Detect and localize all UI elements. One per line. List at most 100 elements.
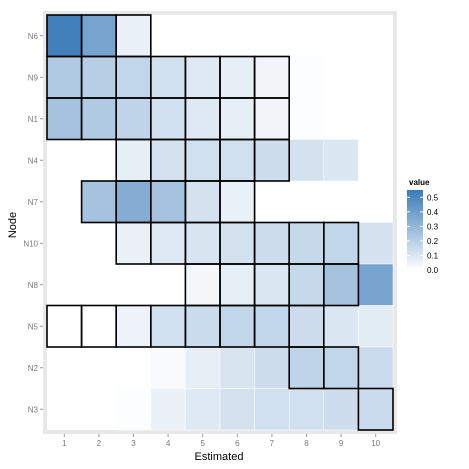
heatmap-cell xyxy=(323,346,359,389)
heatmap-cell xyxy=(115,305,152,348)
heatmap-cell xyxy=(288,388,325,431)
heatmap-cell xyxy=(185,97,221,140)
heatmap-cell xyxy=(358,263,394,306)
y-tick-label: N2 xyxy=(28,364,39,373)
heatmap-cell xyxy=(254,346,290,389)
legend-title: value xyxy=(409,178,430,187)
heatmap-cell xyxy=(150,222,186,265)
x-axis-title: Estimated xyxy=(195,451,244,463)
legend-tick-label: 0.5 xyxy=(427,193,439,202)
legend: value 0.5 0.4 0.3 0.2 0.1 0.0 xyxy=(407,178,439,275)
legend-tick-label: 0.2 xyxy=(427,237,439,246)
y-tick-label: N9 xyxy=(28,73,39,82)
heatmap-cell xyxy=(219,180,255,223)
heatmap-cell xyxy=(219,97,255,140)
y-axis-title: Node xyxy=(7,212,19,238)
y-tick-label: N10 xyxy=(23,239,38,248)
heatmap-cell xyxy=(358,388,394,431)
legend-tick-label: 0.3 xyxy=(427,222,439,231)
heatmap-cell xyxy=(46,97,82,140)
heatmap-cell xyxy=(323,139,359,182)
heatmap-cell xyxy=(150,180,186,223)
heatmap-cell xyxy=(185,180,221,223)
heatmap-cell xyxy=(288,139,325,182)
y-tick-label: N6 xyxy=(28,32,39,41)
heatmap-cell xyxy=(219,139,255,182)
heatmap-cell xyxy=(323,263,359,306)
heatmap-cell xyxy=(150,97,186,140)
heatmap-cell xyxy=(219,56,255,99)
x-tick-label: 7 xyxy=(270,439,275,448)
range-outline-cell xyxy=(253,138,291,182)
heatmap-cell xyxy=(219,263,255,306)
heatmap-cell xyxy=(81,180,117,223)
x-tick-label: 4 xyxy=(166,439,171,448)
legend-tick-label: 0.4 xyxy=(427,208,439,217)
heatmap-cell xyxy=(358,222,394,265)
y-tick-label: N4 xyxy=(28,156,39,165)
heatmap-cell xyxy=(115,388,152,431)
heatmap-cell xyxy=(288,305,325,348)
legend-tick-label: 0.1 xyxy=(427,251,439,260)
x-tick-label: 1 xyxy=(62,439,67,448)
heatmap-cell xyxy=(185,305,221,348)
heatmap-cell xyxy=(81,14,117,57)
heatmap-cell xyxy=(254,97,290,140)
range-outline-cell xyxy=(322,346,360,390)
heatmap-cell xyxy=(288,222,325,265)
heatmap-cell xyxy=(254,139,290,182)
y-tick-label: N5 xyxy=(28,322,39,331)
legend-colorbar xyxy=(407,190,423,270)
y-tick-label: N3 xyxy=(28,405,39,414)
heatmap-cell xyxy=(185,56,221,99)
x-tick-label: 10 xyxy=(371,439,380,448)
heatmap-cell xyxy=(288,263,325,306)
heatmap-cell xyxy=(219,222,255,265)
heatmap-cell xyxy=(219,305,255,348)
heatmap-cell xyxy=(254,263,290,306)
heatmap-cell xyxy=(115,222,152,265)
heatmap-cell xyxy=(150,305,186,348)
heatmap-cell xyxy=(254,56,290,99)
heatmap-cell xyxy=(254,222,290,265)
heatmap-cell xyxy=(185,222,221,265)
heatmap-cell xyxy=(115,56,152,99)
heatmap-cell xyxy=(115,180,152,223)
heatmap-cell xyxy=(323,388,359,431)
y-axis: N6 N9 N1 N4 N7 N10 N8 N5 N2 N3 xyxy=(23,32,43,414)
x-tick-label: 5 xyxy=(200,439,205,448)
range-outlines xyxy=(46,14,394,431)
heatmap-cell xyxy=(254,305,290,348)
heatmap-cell xyxy=(150,388,186,431)
heatmap-cell xyxy=(185,263,221,306)
y-tick-label: N1 xyxy=(28,115,39,124)
heatmap-cell xyxy=(150,139,186,182)
heatmap-cell xyxy=(150,56,186,99)
heatmap-cell xyxy=(254,388,290,431)
heatmap-cell xyxy=(288,97,325,140)
heatmap-cell xyxy=(219,346,255,389)
heatmap-cell xyxy=(185,139,221,182)
heatmap-cell xyxy=(185,388,221,431)
heatmap-cell xyxy=(323,222,359,265)
heatmap-cell xyxy=(219,388,255,431)
heatmap-cell xyxy=(46,56,82,99)
x-tick-label: 8 xyxy=(304,439,309,448)
y-tick-label: N7 xyxy=(28,198,39,207)
heatmap-cell xyxy=(323,305,359,348)
x-tick-label: 3 xyxy=(131,439,136,448)
x-axis: 1 2 3 4 5 6 7 8 9 10 xyxy=(62,434,381,448)
heatmap-cell xyxy=(81,97,117,140)
heatmap-cell xyxy=(185,346,221,389)
heatmap-cell xyxy=(81,56,117,99)
heatmap-cell xyxy=(115,97,152,140)
range-outline-cell xyxy=(357,387,394,431)
legend-tick-label: 0.0 xyxy=(427,266,439,275)
heatmap-cell xyxy=(115,14,152,57)
heatmap-cell xyxy=(358,346,394,389)
heatmap-cell xyxy=(288,56,325,99)
x-tick-label: 9 xyxy=(339,439,344,448)
heatmap-cell xyxy=(150,346,186,389)
heatmap-cell xyxy=(288,346,325,389)
